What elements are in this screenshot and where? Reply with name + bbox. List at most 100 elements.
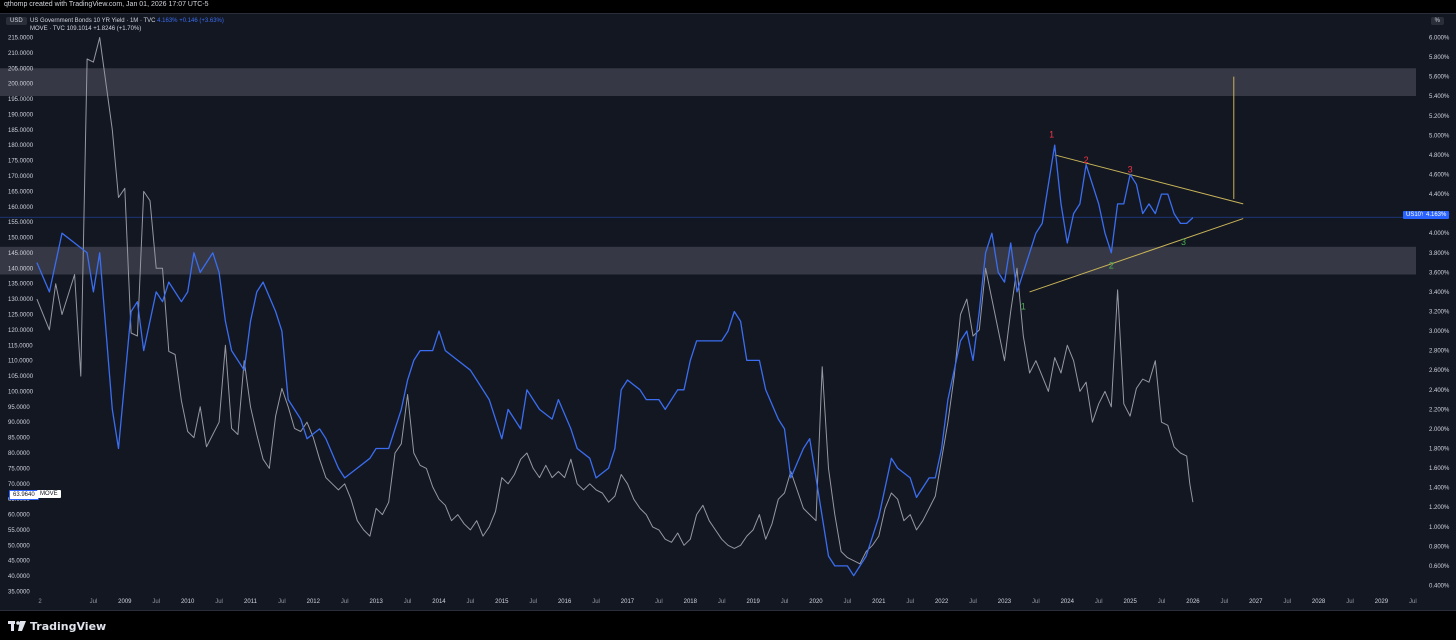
left-axis-tick: 175.0000 — [8, 159, 34, 165]
wave-label-red-1[interactable]: 1 — [1049, 129, 1054, 139]
wave-label-green-3[interactable]: 3 — [1181, 237, 1186, 247]
wave-label-red-3[interactable]: 3 — [1128, 165, 1133, 175]
right-axis-tick: 1.800% — [1429, 447, 1450, 453]
move-series-line[interactable] — [36, 37, 1194, 565]
time-axis-tick: Jul — [844, 599, 852, 605]
right-axis-tick: 4.600% — [1429, 173, 1450, 179]
left-axis-tick: 170.0000 — [8, 174, 34, 180]
legend-move-name: MOVE · TVC — [30, 26, 65, 32]
time-axis-tick: Jul — [152, 599, 160, 605]
chart-pane[interactable]: 1 2 3 1 2 3 215.0000 210.0000 205.0000 200.0000 1… — [0, 13, 1456, 611]
time-axis-tick: Jul — [1095, 599, 1103, 605]
time-axis-tick: 2022 — [935, 599, 949, 605]
left-axis-tick: 110.0000 — [8, 359, 33, 365]
right-axis-tick: 5.400% — [1429, 94, 1450, 100]
zone-rect-0[interactable] — [0, 68, 1416, 96]
time-axis-tick: 2014 — [432, 599, 446, 605]
time-axis-tick: Jul — [592, 599, 600, 605]
time-axis-tick: 2026 — [1186, 599, 1200, 605]
time-axis-tick: 2013 — [369, 599, 383, 605]
right-axis-tick: 1.600% — [1429, 466, 1450, 472]
us10y-name-badge: US10Y — [1403, 211, 1429, 219]
left-axis-tick: 195.0000 — [8, 97, 34, 103]
right-axis-tick: 4.400% — [1429, 192, 1450, 198]
time-axis-tick: 2021 — [872, 599, 886, 605]
left-axis-tick: 140.0000 — [8, 266, 34, 272]
left-axis-tick: 130.0000 — [8, 297, 34, 303]
left-axis-tick: 40.0000 — [8, 574, 30, 580]
right-scale-button[interactable]: % — [1430, 17, 1444, 25]
us10y-series-line[interactable] — [36, 144, 1194, 577]
wave-label-red-2[interactable]: 2 — [1084, 155, 1089, 165]
legend-us10y-value: 4.163% +0.146 (+3.63%) — [157, 18, 224, 24]
time-axis-tick: 2015 — [495, 599, 509, 605]
legend-move[interactable]: MOVE · TVC 109.1014 +1.8246 (+1.70%) — [30, 25, 224, 33]
time-axis: 2 Jul 2009 Jul 2010 Jul 2011 Jul 2012 Jul 2013 Jul 2… — [38, 599, 1416, 605]
zone-rect-1[interactable] — [0, 246, 1416, 275]
time-axis-tick: Jul — [781, 599, 789, 605]
right-axis-tick: 0.800% — [1429, 544, 1450, 550]
right-axis-tick: 5.600% — [1429, 75, 1450, 81]
time-axis-tick: 2029 — [1375, 599, 1389, 605]
left-axis-tick: 165.0000 — [8, 189, 34, 195]
time-axis-tick: Jul — [215, 599, 223, 605]
time-axis-tick: 2019 — [746, 599, 760, 605]
left-axis-tick: 215.0000 — [8, 36, 34, 42]
time-axis-tick: Jul — [529, 599, 537, 605]
trendline-1[interactable] — [1029, 218, 1244, 293]
right-axis-tick: 2.800% — [1429, 349, 1450, 355]
brand-name: TradingView — [30, 619, 107, 633]
right-price-axis: 6.000% 5.800% 5.600% 5.400% 5.200% 5.000% 4.80… — [1429, 36, 1450, 590]
right-axis-tick: 3.200% — [1429, 310, 1450, 316]
right-axis-tick: 0.600% — [1429, 564, 1450, 570]
time-axis-tick: 2010 — [181, 599, 195, 605]
attribution-text: qthomp created with TradingView.com, Jan… — [4, 1, 209, 8]
left-axis-tick: 45.0000 — [8, 559, 30, 565]
right-axis-tick: 6.000% — [1429, 36, 1450, 42]
wave-label-green-1[interactable]: 1 — [1021, 302, 1026, 312]
tradingview-logo[interactable]: TradingView — [8, 619, 106, 633]
left-axis-tick: 205.0000 — [8, 66, 34, 72]
time-axis-tick: Jul — [90, 599, 98, 605]
left-axis-tick: 85.0000 — [8, 436, 30, 442]
time-axis-tick: Jul — [906, 599, 914, 605]
wave-label-green-2[interactable]: 2 — [1109, 260, 1114, 270]
left-axis-tick: 145.0000 — [8, 251, 34, 257]
left-axis-tick: 70.0000 — [8, 482, 30, 488]
legend-us10y[interactable]: US Government Bonds 10 YR Yield · 1M · T… — [30, 17, 224, 25]
time-axis-tick: 2011 — [244, 599, 258, 605]
trendline-0[interactable] — [1054, 154, 1244, 205]
move-series-layer — [36, 37, 1194, 565]
legend: US Government Bonds 10 YR Yield · 1M · T… — [30, 17, 224, 33]
left-axis-tick: 120.0000 — [8, 328, 34, 334]
left-axis-tick: 55.0000 — [8, 528, 30, 534]
right-axis-tick: 3.600% — [1429, 270, 1450, 276]
left-axis-tick: 60.0000 — [8, 513, 30, 519]
right-axis-tick: 5.000% — [1429, 133, 1450, 139]
left-price-axis: 215.0000 210.0000 205.0000 200.0000 195.0000… — [8, 36, 34, 596]
wave-labels-layer: 1 2 3 1 2 3 — [1021, 129, 1186, 311]
time-axis-tick: Jul — [969, 599, 977, 605]
right-axis-tick: 2.000% — [1429, 427, 1450, 433]
left-axis-tick: 200.0000 — [8, 82, 34, 88]
legend-us10y-name: US Government Bonds 10 YR Yield · 1M · T… — [30, 18, 156, 24]
left-axis-tick: 135.0000 — [8, 282, 34, 288]
left-scale-button[interactable]: USD — [6, 17, 27, 25]
left-axis-tick: 185.0000 — [8, 128, 34, 134]
time-axis-tick: Jul — [278, 599, 286, 605]
time-axis-tick: Jul — [1346, 599, 1354, 605]
right-axis-tick: 3.800% — [1429, 251, 1450, 257]
attribution-bar: qthomp created with TradingView.com, Jan… — [0, 0, 1456, 13]
right-axis-tick: 3.400% — [1429, 290, 1450, 296]
chart-canvas[interactable]: 1 2 3 1 2 3 215.0000 210.0000 205.0000 200.0000 1… — [0, 14, 1456, 612]
tradingview-logo-icon — [8, 620, 26, 631]
time-axis-tick: Jul — [718, 599, 726, 605]
time-axis-tick: 2020 — [809, 599, 823, 605]
left-axis-tick: 90.0000 — [8, 420, 30, 426]
left-axis-tick: 50.0000 — [8, 543, 30, 549]
left-axis-tick: 35.0000 — [8, 590, 30, 596]
left-axis-tick: 190.0000 — [8, 112, 34, 118]
right-axis-tick: 2.200% — [1429, 407, 1450, 413]
right-axis-tick: 1.400% — [1429, 486, 1450, 492]
left-axis-tick: 150.0000 — [8, 236, 34, 242]
